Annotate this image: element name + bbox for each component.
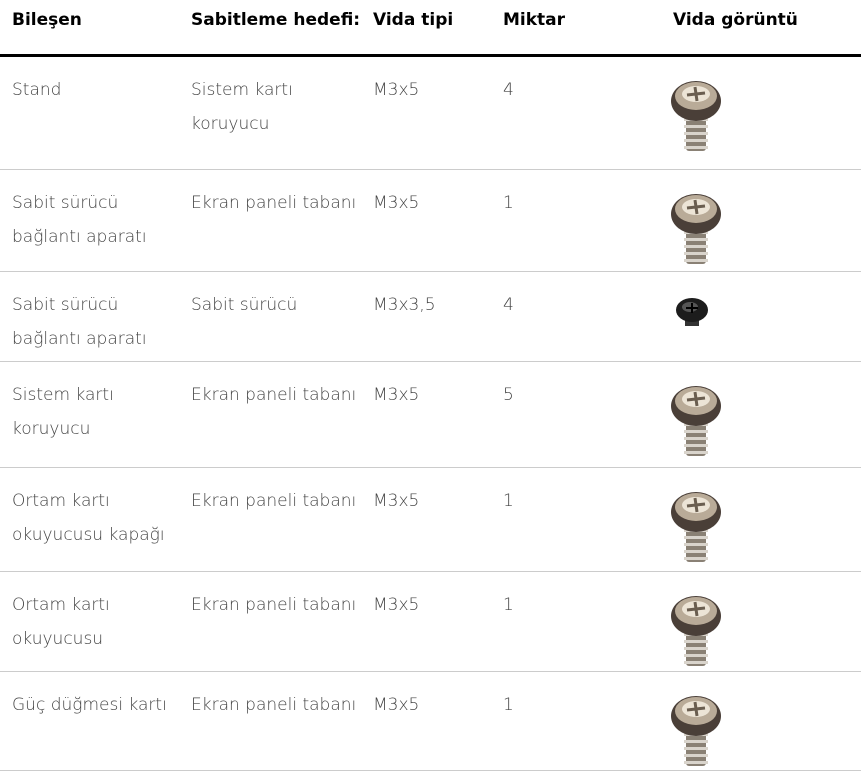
table-cell: M3x5	[373, 57, 498, 107]
table-cell: 4	[503, 272, 663, 322]
table-cell: 4	[503, 57, 663, 107]
table-cell: 1	[503, 468, 663, 518]
page: BileşenSabitleme hedefi:Vida tipiMiktar V…	[0, 0, 861, 771]
table-cell: Stand	[12, 57, 187, 107]
header-cell: Vida tipi	[373, 0, 498, 30]
table-cell: M3x5	[373, 672, 498, 722]
table-cell: M3x5	[373, 572, 498, 622]
table-cell: M3x5	[373, 170, 498, 220]
table-cell: Ortam kartı okuyucusu kapağı	[12, 468, 187, 552]
screw-image	[672, 294, 712, 348]
table-cell: Ortam kartı okuyucusu	[12, 572, 187, 656]
table-cell: 5	[503, 362, 663, 412]
table-cell: Sabit sürücü	[191, 272, 369, 322]
table-cell: Sabit sürücü bağlantı aparatı	[12, 170, 187, 254]
screw-image	[668, 380, 724, 464]
header-cell: Miktar	[503, 0, 663, 30]
screw-image	[668, 486, 724, 570]
table-cell: 1	[503, 672, 663, 722]
table-cell: Sabit sürücü bağlantı aparatı	[12, 272, 187, 356]
table-cell: M3x5	[373, 468, 498, 518]
table-cell: 1	[503, 572, 663, 622]
screw-image	[668, 75, 724, 159]
screw-image	[668, 690, 724, 774]
header-cell: Sabitleme hedefi:	[191, 0, 369, 30]
table-cell: Ekran paneli tabanı	[191, 672, 369, 722]
header-cell: Bileşen	[12, 0, 187, 30]
header-cell: Vida görüntü	[673, 0, 853, 30]
table-cell: Ekran paneli tabanı	[191, 170, 369, 220]
screw-image	[668, 590, 724, 674]
table-cell: 1	[503, 170, 663, 220]
table-cell: Ekran paneli tabanı	[191, 468, 369, 518]
screw-image	[668, 188, 724, 272]
table-cell: Ekran paneli tabanı	[191, 572, 369, 622]
table-cell: Sistem kartı koruyucu	[191, 57, 369, 141]
table-cell: Sistem kartı koruyucu	[12, 362, 187, 446]
table-cell: Güç düğmesi kartı	[12, 672, 187, 722]
table-cell: Ekran paneli tabanı	[191, 362, 369, 412]
table-cell: M3x5	[373, 362, 498, 412]
table-cell: M3x3,5	[373, 272, 498, 322]
